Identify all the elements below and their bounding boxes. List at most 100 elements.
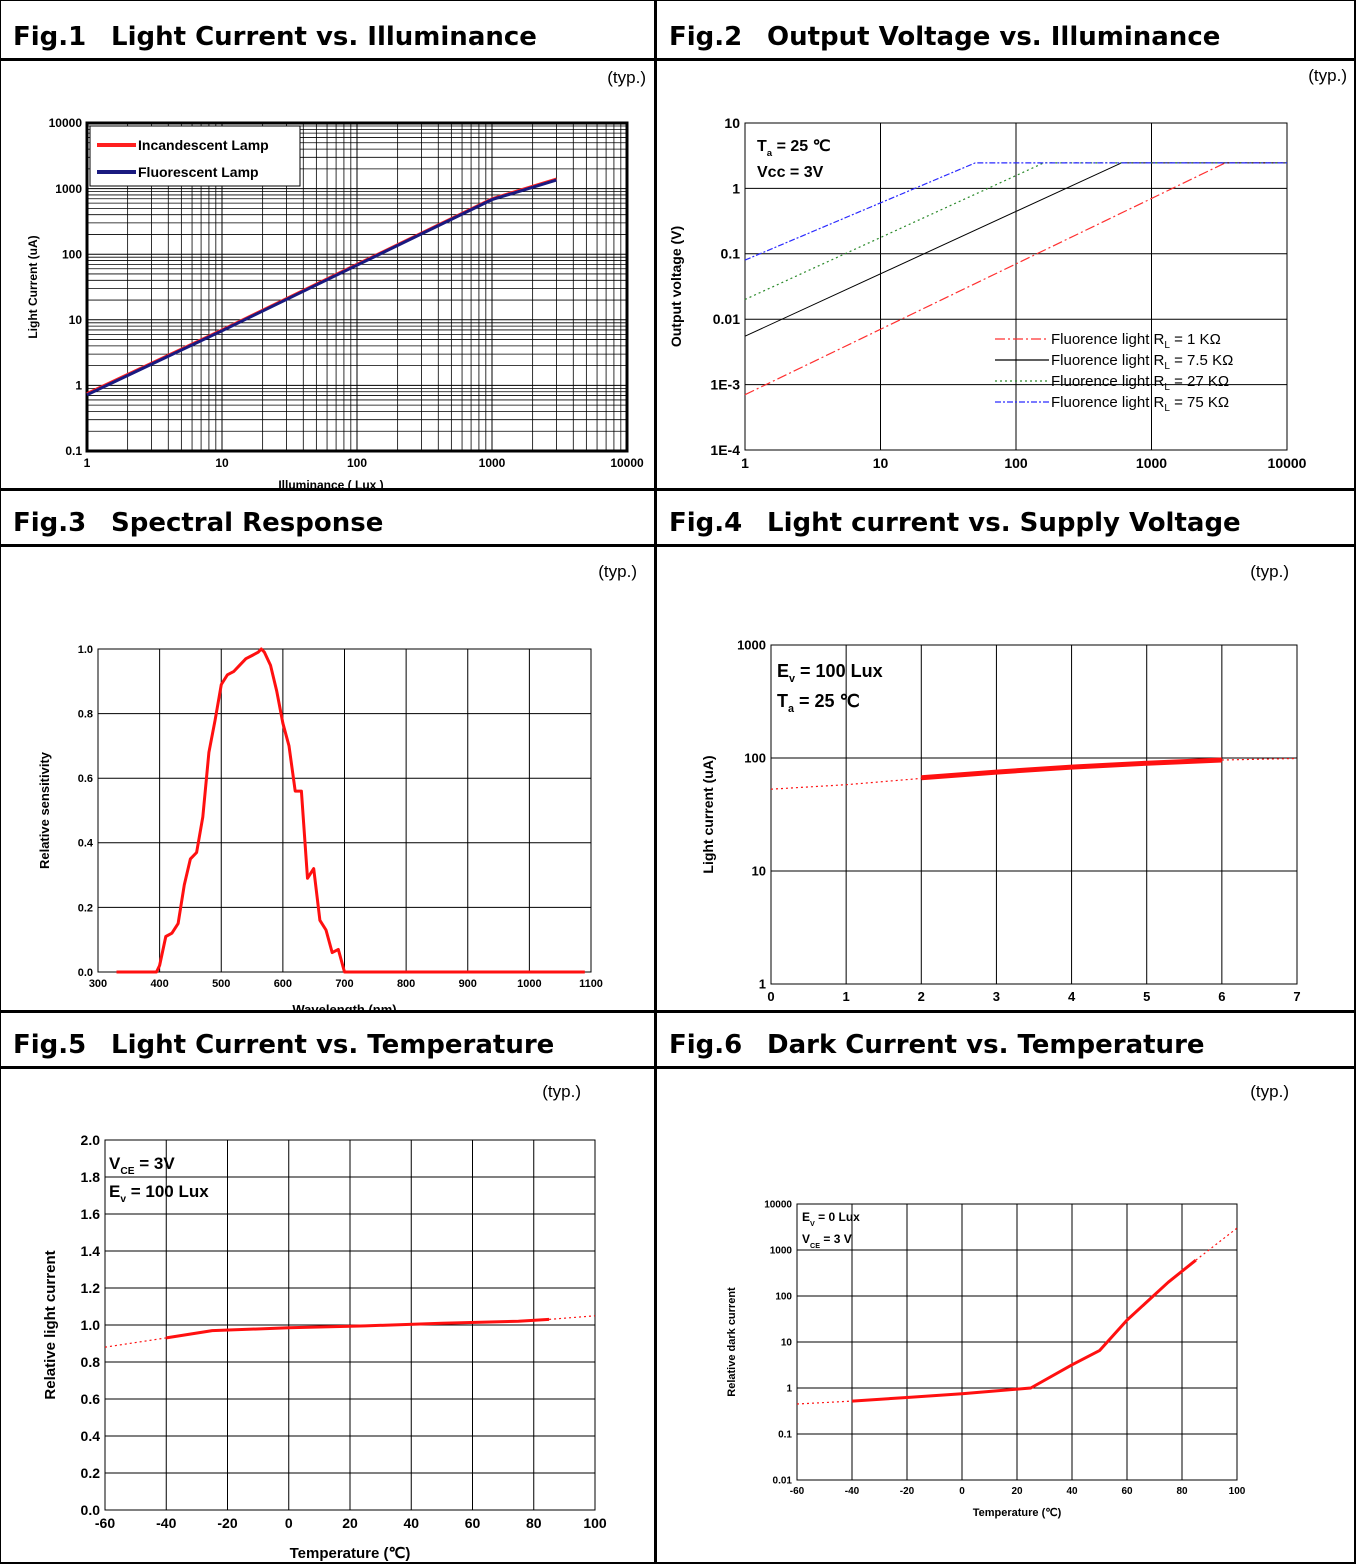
fig4-xtick-label: 0 bbox=[767, 989, 774, 1004]
fig4-plot-area bbox=[771, 645, 1297, 984]
fig2-chart-cell: (typ.)1101001000100001E-41E-30.010.1110I… bbox=[655, 59, 1356, 490]
fig6-xtick-label: 0 bbox=[959, 1486, 965, 1497]
fig3-chart: (typ.) 300 400 500 600 700 800 900 1000 1100 0.0 0.… bbox=[37, 562, 637, 1010]
fig6-xtick-label: -60 bbox=[790, 1486, 805, 1497]
fig4-series-line-1 bbox=[770, 777, 922, 790]
fig3-title: Spectral Response bbox=[111, 508, 384, 538]
fig6-xtick-label: -40 bbox=[845, 1486, 860, 1497]
fig2-annotation-temp: Ta = 25 ℃ bbox=[757, 138, 831, 159]
fig4-ytick-label: 1 bbox=[759, 977, 766, 992]
fig2-ylabel: Output voltage (V) bbox=[668, 226, 684, 347]
fig6-ytick-label: 0.1 bbox=[778, 1430, 792, 1441]
fig4-xtick-label: 6 bbox=[1218, 989, 1225, 1004]
fig6-ytick-label: 10000 bbox=[764, 1200, 792, 1211]
fig2-xtick-label: 10000 bbox=[1268, 455, 1307, 471]
fig5-ylabel: Relative light current bbox=[42, 1250, 59, 1399]
fig5-ytick-label: 1.4 bbox=[81, 1243, 101, 1259]
fig6-ytick-label: 1000 bbox=[770, 1246, 793, 1257]
fig6-ylabel: Relative dark current bbox=[726, 1287, 738, 1397]
fig1-ylabel: Light Current (uA) bbox=[26, 235, 40, 338]
fig3-xtick-label: 800 bbox=[397, 978, 415, 990]
fig3-series-line-0 bbox=[116, 647, 585, 974]
fig2-typ-label: (typ.) bbox=[1308, 66, 1347, 85]
fig6-annotation-ev: EV = 0 Lux bbox=[802, 1210, 860, 1228]
fig5-plot-frame bbox=[104, 1139, 596, 1511]
fig4-series-line-0 bbox=[921, 757, 1223, 781]
fig6-ytick-label: 100 bbox=[775, 1292, 792, 1303]
fig5-xtick-label: 100 bbox=[583, 1515, 607, 1531]
fig3-xtick-label: 600 bbox=[274, 978, 292, 990]
fig5-xtick-label: -60 bbox=[95, 1515, 115, 1531]
fig1-ytick-label: 10000 bbox=[49, 116, 83, 130]
fig2-xtick-label: 1 bbox=[741, 455, 749, 471]
fig6-ytick-label: 1 bbox=[786, 1384, 792, 1395]
fig4-chart: (typ.)012345671101001000Voltage (V)Light… bbox=[700, 562, 1301, 1004]
fig2-ytick-label: 0.1 bbox=[721, 246, 741, 262]
fig1-ytick-label: 100 bbox=[62, 247, 82, 261]
fig1-legend-label: Incandescent Lamp bbox=[138, 137, 269, 153]
fig2-ytick-label: 10 bbox=[724, 115, 740, 131]
fig2-number: Fig.2 bbox=[669, 22, 743, 52]
fig5-title: Light Current vs. Temperature bbox=[111, 1030, 555, 1060]
fig5-xtick-label: 80 bbox=[526, 1515, 542, 1531]
fig5-annotation-ev: Ev = 100 Lux bbox=[109, 1182, 209, 1205]
fig3-ytick-label: 0.8 bbox=[78, 708, 93, 720]
fig5-xtick-label: -20 bbox=[217, 1515, 237, 1531]
fig1-legend-label: Fluorescent Lamp bbox=[138, 164, 259, 180]
fig6-title-cell: Fig.6 Dark Current vs. Temperature bbox=[655, 1011, 1356, 1068]
fig6-xtick-label: 100 bbox=[1229, 1486, 1246, 1497]
fig6-chart-cell: (typ.) -60 -40 -20 0 20 40 60 80 100 0.01 0.1 1 10 100… bbox=[655, 1067, 1356, 1564]
fig2-xtick-label: 100 bbox=[1004, 455, 1028, 471]
fig2-title-cell: Fig.2 Output Voltage vs. Illuminance bbox=[655, 0, 1356, 60]
fig1-plot-frame bbox=[85, 121, 629, 453]
fig6-xtick-label: 80 bbox=[1176, 1486, 1188, 1497]
fig1-ytick-label: 1 bbox=[75, 379, 82, 393]
fig3-ytick-label: 0.0 bbox=[78, 967, 93, 979]
fig1-chart: (typ.)1 10 100 1000 100000.1110100100010000I… bbox=[26, 68, 646, 489]
fig3-xtick-label: 900 bbox=[459, 978, 477, 990]
fig4-title-cell: Fig.4 Light current vs. Supply Voltage bbox=[655, 489, 1356, 546]
fig2-xtick-label: 10 bbox=[873, 455, 889, 471]
fig2-series-line-3 bbox=[744, 162, 1287, 261]
fig4-chart-cell: (typ.)012345671101001000Voltage (V)Light… bbox=[655, 545, 1356, 1012]
fig4-ytick-label: 100 bbox=[744, 751, 766, 766]
fig4-xtick-label: 4 bbox=[1068, 989, 1076, 1004]
fig5-xtick-label: 20 bbox=[342, 1515, 358, 1531]
fig3-ytick-label: 0.4 bbox=[78, 838, 94, 850]
fig1-title-cell: Fig.1 Light Current vs. Illuminance bbox=[0, 0, 656, 60]
fig4-typ-label: (typ.) bbox=[1250, 562, 1289, 581]
fig6-title: Dark Current vs. Temperature bbox=[767, 1030, 1205, 1060]
fig3-xtick-label: 1000 bbox=[517, 978, 541, 990]
fig2-ytick-label: 1 bbox=[732, 180, 740, 196]
fig5-ytick-label: 1.6 bbox=[81, 1206, 101, 1222]
fig5-ytick-label: 2.0 bbox=[81, 1132, 101, 1148]
fig4-xtick-label: 7 bbox=[1293, 989, 1300, 1004]
fig5-xtick-label: 0 bbox=[285, 1515, 293, 1531]
fig5-ytick-label: 0.4 bbox=[81, 1428, 101, 1444]
fig4-ytick-label: 10 bbox=[752, 864, 766, 879]
fig6-typ-label: (typ.) bbox=[1250, 1082, 1289, 1101]
fig4-xtick-label: 1 bbox=[843, 989, 850, 1004]
fig6-chart: (typ.) -60 -40 -20 0 20 40 60 80 100 0.01 0.1 1 10 100… bbox=[726, 1082, 1289, 1519]
fig4-title: Light current vs. Supply Voltage bbox=[767, 508, 1241, 538]
fig2-legend-label: Fluorence light RL = 7.5 KΩ bbox=[1051, 352, 1233, 372]
fig6-series-line-1 bbox=[796, 1400, 853, 1405]
fig5-chart-cell: (typ.) -60 -40 -20 0 20 40 60 80 100 0.0 0.2 0.4 0.6 0… bbox=[0, 1067, 656, 1564]
fig2-legend-label: Fluorence light RL = 27 KΩ bbox=[1051, 373, 1229, 393]
fig1-typ-label: (typ.) bbox=[607, 68, 646, 87]
fig3-ytick-label: 1.0 bbox=[78, 644, 93, 656]
fig5-chart: (typ.) -60 -40 -20 0 20 40 60 80 100 0.0 0.2 0.4 0.6 0… bbox=[42, 1082, 607, 1562]
fig1-xtick-label: 10 bbox=[215, 456, 229, 470]
fig3-xtick-label: 400 bbox=[150, 978, 168, 990]
fig5-ytick-label: 0.0 bbox=[81, 1502, 101, 1518]
fig6-ytick-label: 0.01 bbox=[773, 1476, 793, 1487]
fig4-xtick-label: 2 bbox=[918, 989, 925, 1004]
fig2-xtick-label: 1000 bbox=[1136, 455, 1167, 471]
fig2-title: Output Voltage vs. Illuminance bbox=[767, 22, 1221, 52]
fig6-number: Fig.6 bbox=[669, 1030, 743, 1060]
fig5-ytick-label: 0.6 bbox=[81, 1391, 101, 1407]
fig1-xlabel: Illuminance ( Lux ) bbox=[278, 478, 383, 489]
fig3-title-cell: Fig.3 Spectral Response bbox=[0, 489, 656, 546]
fig6-annotation-vce: VCE = 3 V bbox=[802, 1232, 852, 1250]
fig1-xtick-label: 10000 bbox=[610, 456, 644, 470]
